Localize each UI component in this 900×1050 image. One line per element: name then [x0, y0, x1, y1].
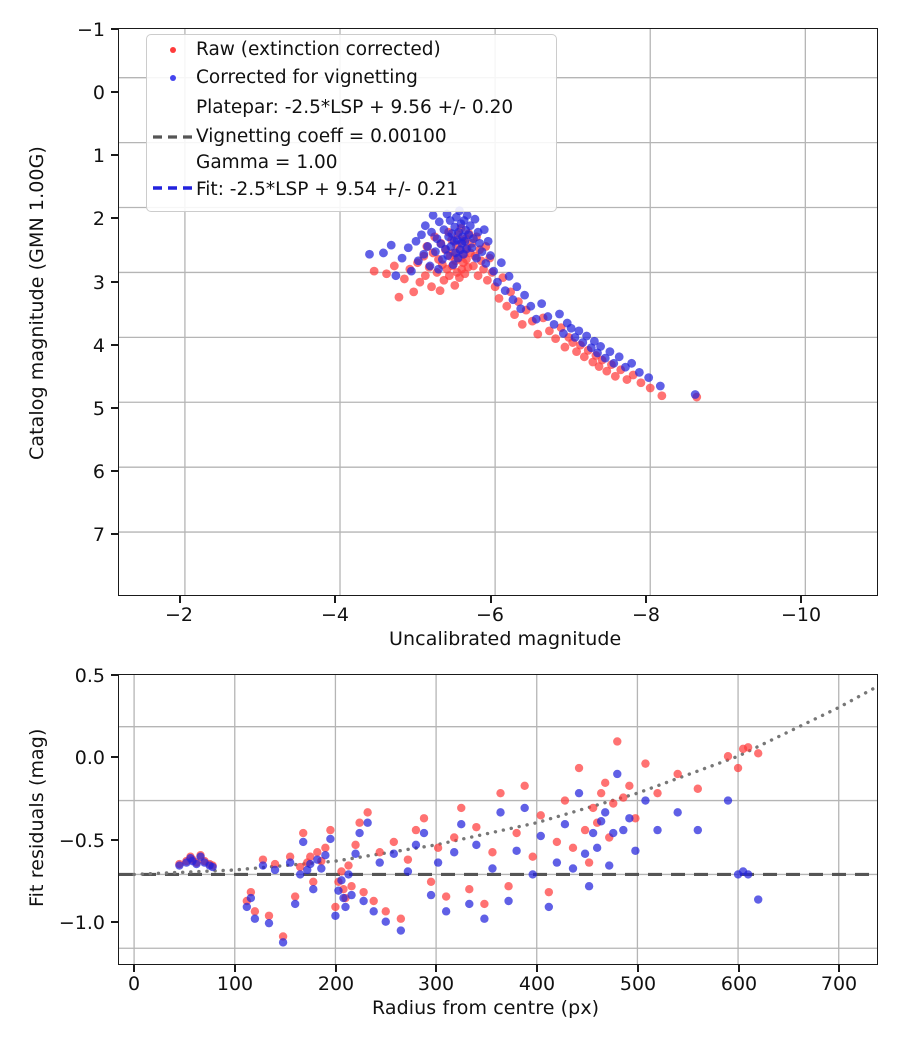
top-xtick-label: −2 — [164, 604, 193, 626]
bottom-x-axis-label: Radius from centre (px) — [372, 997, 600, 1019]
top-y-axis-label: Catalog magnitude (GMN 1.00G) — [26, 146, 48, 460]
bottom-xtick-label: 300 — [417, 973, 455, 995]
top-xtick-mark — [800, 596, 802, 603]
legend-vignetting-line: Vignetting coeff = 0.00100 — [196, 125, 447, 148]
bottom-xtick-mark — [133, 965, 135, 972]
bottom-xtick-label: 700 — [820, 973, 858, 995]
top-ytick-label: 3 — [92, 272, 105, 294]
top-xtick-label: −6 — [475, 604, 504, 626]
bottom-xtick-label: 100 — [216, 973, 254, 995]
bottom-xtick-mark — [536, 965, 538, 972]
top-xtick-mark — [490, 596, 492, 603]
bottom-plot-area — [118, 674, 878, 965]
top-ytick-mark — [111, 28, 118, 30]
legend-box — [146, 34, 557, 212]
top-ytick-label: 0 — [92, 82, 105, 104]
bottom-ytick-label: 0.0 — [74, 747, 105, 769]
bottom-ytick-mark — [111, 839, 118, 841]
blue-dashed-line-icon — [153, 186, 193, 190]
legend-label-corrected: Corrected for vignetting — [196, 67, 418, 88]
top-ytick-label: 1 — [92, 145, 105, 167]
bottom-xtick-label: 400 — [518, 973, 556, 995]
top-xtick-label: −4 — [320, 604, 349, 626]
top-ytick-mark — [111, 281, 118, 283]
bottom-ytick-label: 0.5 — [74, 665, 105, 687]
bottom-xtick-mark — [234, 965, 236, 972]
bottom-xtick-label: 0 — [127, 973, 141, 995]
top-x-axis-label: Uncalibrated magnitude — [389, 628, 622, 650]
gray-dashed-line-icon — [153, 135, 193, 139]
top-ytick-label: 4 — [92, 335, 105, 357]
top-ytick-mark — [111, 91, 118, 93]
bottom-xtick-mark — [738, 965, 740, 972]
top-plot-svg — [119, 29, 877, 595]
bottom-ytick-mark — [111, 756, 118, 758]
legend-entry-corrected: Corrected for vignetting — [150, 68, 418, 88]
bottom-xtick-label: 500 — [619, 973, 657, 995]
top-ytick-mark — [111, 533, 118, 535]
top-ytick-mark — [111, 344, 118, 346]
top-xtick-mark — [179, 596, 181, 603]
bottom-xtick-mark — [637, 965, 639, 972]
legend-fit-line: Fit: -2.5*LSP + 9.54 +/- 0.21 — [196, 178, 458, 201]
bottom-ytick-label: −0.5 — [58, 830, 105, 852]
bottom-xtick-mark — [838, 965, 840, 972]
legend-text-gamma: Gamma = 1.00 — [196, 152, 338, 173]
bottom-xtick-mark — [335, 965, 337, 972]
legend-entry-raw: Raw (extinction corrected) — [150, 40, 441, 60]
legend-gamma-line: Gamma = 1.00 — [196, 151, 338, 174]
bottom-xtick-label: 600 — [720, 973, 758, 995]
bottom-ytick-mark — [111, 674, 118, 676]
top-ytick-mark — [111, 217, 118, 219]
legend-text-fit: Fit: -2.5*LSP + 9.54 +/- 0.21 — [196, 179, 459, 200]
legend-label-raw: Raw (extinction corrected) — [196, 39, 441, 60]
top-ytick-mark — [111, 407, 118, 409]
bottom-xtick-label: 200 — [317, 973, 355, 995]
legend-text-vignetting: Vignetting coeff = 0.00100 — [196, 126, 447, 147]
top-ytick-label: 5 — [92, 398, 105, 420]
top-ytick-mark — [111, 154, 118, 156]
top-ytick-label: −1 — [76, 19, 105, 41]
blue-dash-svg — [153, 186, 193, 190]
bottom-ytick-mark — [111, 921, 118, 923]
top-xtick-label: −10 — [780, 604, 822, 626]
bottom-ytick-label: −1.0 — [58, 912, 105, 934]
top-xtick-mark — [334, 596, 336, 603]
top-xtick-label: −8 — [631, 604, 660, 626]
top-ytick-mark — [111, 470, 118, 472]
photometric-calibration-panel: Catalog magnitude (GMN 1.00G) −1 0 1 2 3… — [26, 19, 878, 650]
blue-dot-icon — [150, 68, 196, 88]
fit-residuals-panel: Fit residuals (mag) 0.5 0.0 −0.5 −1.0 0 … — [0, 650, 900, 1050]
legend-platepar-line: Platepar: -2.5*LSP + 9.56 +/- 0.20 — [196, 96, 513, 119]
gray-dash-svg — [153, 135, 193, 139]
bottom-plot-svg — [119, 675, 877, 964]
red-dot-icon — [150, 40, 196, 60]
top-ytick-label: 2 — [92, 208, 105, 230]
top-xtick-mark — [645, 596, 647, 603]
bottom-xtick-mark — [435, 965, 437, 972]
top-ytick-label: 7 — [92, 524, 105, 546]
legend-text-platepar: Platepar: -2.5*LSP + 9.56 +/- 0.20 — [196, 97, 514, 118]
top-ytick-label: 6 — [92, 461, 105, 483]
